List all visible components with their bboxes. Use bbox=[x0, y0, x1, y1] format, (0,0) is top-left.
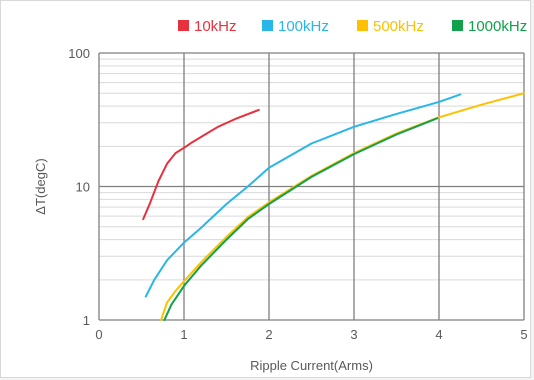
y-tick-label: 1 bbox=[83, 313, 90, 328]
legend-swatch-500khz bbox=[357, 20, 368, 31]
x-tick-label: 1 bbox=[180, 327, 187, 342]
minor-grid bbox=[99, 59, 524, 280]
x-tick-label: 2 bbox=[265, 327, 272, 342]
y-axis-title: ΔT(degC) bbox=[33, 158, 48, 214]
y-tick-label: 10 bbox=[76, 180, 90, 195]
x-axis-title: Ripple Current(Arms) bbox=[250, 358, 373, 373]
legend-label-1000khz: 1000kHz bbox=[468, 18, 527, 35]
series-line-100khz bbox=[146, 94, 461, 296]
series-line-10khz bbox=[143, 110, 259, 219]
legend-label-500khz: 500kHz bbox=[373, 18, 424, 35]
legend-label-100khz: 100kHz bbox=[278, 18, 329, 35]
x-tick-label: 3 bbox=[350, 327, 357, 342]
x-tick-label: 0 bbox=[95, 327, 102, 342]
x-tick-label: 4 bbox=[435, 327, 442, 342]
legend-swatch-1000khz bbox=[452, 20, 463, 31]
legend: 10kHz 100kHz 500kHz 1000kHz bbox=[178, 18, 527, 35]
legend-swatch-100khz bbox=[262, 20, 273, 31]
series-layer bbox=[143, 93, 524, 320]
legend-label-10khz: 10kHz bbox=[194, 18, 237, 35]
legend-swatch-10khz bbox=[178, 20, 189, 31]
x-tick-label: 5 bbox=[520, 327, 527, 342]
y-tick-label: 100 bbox=[68, 46, 90, 61]
